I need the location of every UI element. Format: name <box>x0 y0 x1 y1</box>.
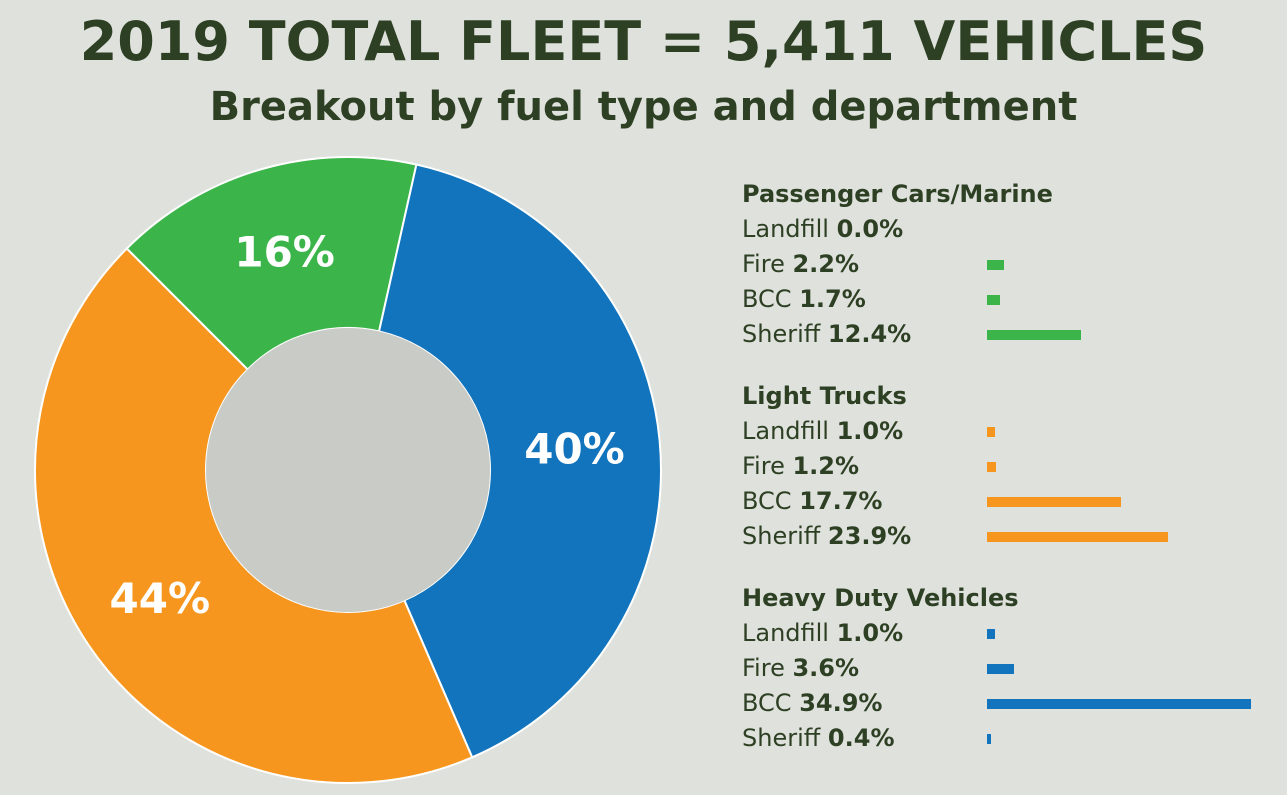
legend-row-percent: 0.0% <box>836 215 904 243</box>
legend-row-percent: 1.0% <box>836 619 904 647</box>
legend-row-bar <box>987 260 1004 270</box>
legend-group-title: Heavy Duty Vehicles <box>742 584 1019 612</box>
legend-row-percent: 34.9% <box>799 689 883 717</box>
legend-row: Fire 2.2% <box>742 247 1282 282</box>
slice-label: 40% <box>524 425 625 474</box>
legend-row: Sheriff 0.4% <box>742 721 1282 756</box>
legend-row: Fire 1.2% <box>742 449 1282 484</box>
slice-label: 44% <box>110 574 211 623</box>
legend-row: Landfill 1.0% <box>742 616 1282 651</box>
legend-row: Landfill 1.0% <box>742 414 1282 449</box>
legend-row-label: Sheriff <box>742 522 828 550</box>
legend-row-percent: 1.7% <box>799 285 866 313</box>
legend-row-percent: 23.9% <box>827 522 912 550</box>
legend-row-bar <box>987 462 997 472</box>
legend-row-bar <box>987 497 1121 507</box>
legend-row-label: Fire <box>742 452 793 480</box>
legend-row-percent: 2.2% <box>792 250 860 278</box>
legend-group: Light Trucks Landfill 1.0% Fire 1.2% BCC 17… <box>742 378 1282 554</box>
legend-group-title: Light Trucks <box>742 382 907 410</box>
legend-row: BCC 1.7% <box>742 282 1282 317</box>
legend-row-bar <box>987 664 1015 674</box>
legend-row: BCC 34.9% <box>742 686 1282 721</box>
legend-row-label: Fire <box>742 654 793 682</box>
legend-row: BCC 17.7% <box>742 484 1282 519</box>
legend-row-bar <box>987 295 1000 305</box>
legend-group: Heavy Duty Vehicles Landfill 1.0% Fire 3.6… <box>742 580 1282 756</box>
legend-row-percent: 12.4% <box>827 320 912 348</box>
donut-chart: 16% 40% 44% <box>34 156 663 784</box>
legend-row: Fire 3.6% <box>742 651 1282 686</box>
chart-subtitle: Breakout by fuel type and department <box>209 84 1078 130</box>
legend-row-label: Landfill <box>742 215 837 243</box>
legend-row-bar <box>987 427 995 437</box>
legend-row-bar <box>987 330 1081 340</box>
legend-row: Sheriff 12.4% <box>742 317 1282 352</box>
legend-row-label: Fire <box>742 250 793 278</box>
legend-group-title: Passenger Cars/Marine <box>742 180 1053 208</box>
legend-row-bar <box>987 699 1251 709</box>
chart-title: 2019 TOTAL FLEET = 5,411 VEHICLES <box>79 10 1208 73</box>
legend-row-bar <box>987 629 995 639</box>
legend-row-percent: 1.2% <box>792 452 860 480</box>
legend-panel: Passenger Cars/Marine Landfill 0.0% Fire 2… <box>742 176 1282 782</box>
legend-row-label: BCC <box>742 689 800 717</box>
legend-row-bar <box>987 734 991 744</box>
legend-group: Passenger Cars/Marine Landfill 0.0% Fire 2… <box>742 176 1282 352</box>
legend-row-label: Sheriff <box>742 724 828 752</box>
slice-label: 16% <box>234 228 335 277</box>
legend-row-percent: 3.6% <box>792 654 860 682</box>
legend-row-percent: 1.0% <box>836 417 904 445</box>
legend-row-percent: 0.4% <box>827 724 895 752</box>
donut-center <box>206 328 490 612</box>
donut-slice <box>377 163 663 759</box>
legend-row-label: Sheriff <box>742 320 828 348</box>
legend-row-percent: 17.7% <box>799 487 883 515</box>
legend-row-label: BCC <box>742 487 800 515</box>
legend-row-label: BCC <box>742 285 800 313</box>
legend-row-label: Landfill <box>742 619 837 647</box>
legend-row-label: Landfill <box>742 417 837 445</box>
legend-row-bar <box>987 532 1168 542</box>
legend-row: Landfill 0.0% <box>742 212 1282 247</box>
legend-row: Sheriff 23.9% <box>742 519 1282 554</box>
